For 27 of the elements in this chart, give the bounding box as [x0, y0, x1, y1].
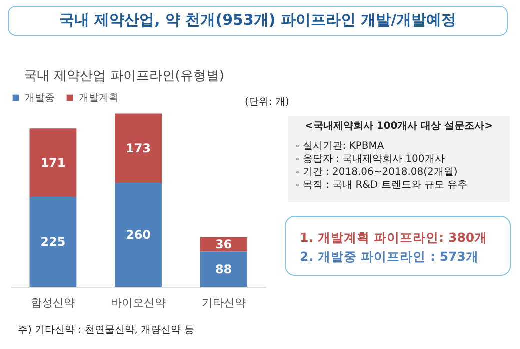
data-label: 36 [215, 238, 232, 252]
text: - 실시기관: KPBMA [296, 140, 386, 153]
x-tick-label: 기타신약 [202, 296, 246, 310]
x-tick-label: 바이오신약 [111, 296, 166, 310]
text: (단위: 개) [245, 96, 290, 109]
x-tick-label: 합성신약 [31, 296, 76, 310]
data-label: 173 [126, 141, 152, 156]
bar [30, 128, 77, 197]
text: - 목적 : 국내 R&D 트렌드와 규모 유추 [296, 179, 469, 192]
chart-title: 국내 제약산업, 약 천개(953개) 파이프라인 개발/개발예정 [8, 6, 508, 36]
bar [115, 114, 162, 183]
text: 2. 개발중 파이프라인 : 573개 [300, 248, 480, 266]
data-label: 260 [126, 228, 152, 242]
text: 주) 기타신약 : 천연물신약, 개량신약 등 [18, 324, 194, 337]
bar [200, 252, 248, 287]
text: - 응답자 : 국내제약회사 100개사 [296, 153, 446, 166]
bar [115, 183, 162, 287]
text: 1. 개발계획 파이프라인: 380개 [300, 229, 489, 247]
legend-label: 개발중 [25, 93, 55, 104]
chart-subtitle: 국내 제약산업 파이프라인(유형별) [24, 68, 224, 85]
text: - 기간 : 2018.06~2018.08(2개월) [296, 166, 459, 179]
data-label: 225 [40, 235, 66, 249]
data-label: 171 [40, 156, 66, 170]
text: <국내제약회사 100개사 대상 설문조사> [304, 120, 494, 133]
data-label: 88 [215, 262, 232, 276]
bar [30, 197, 77, 287]
legend-label: 개발계획 [79, 93, 119, 104]
